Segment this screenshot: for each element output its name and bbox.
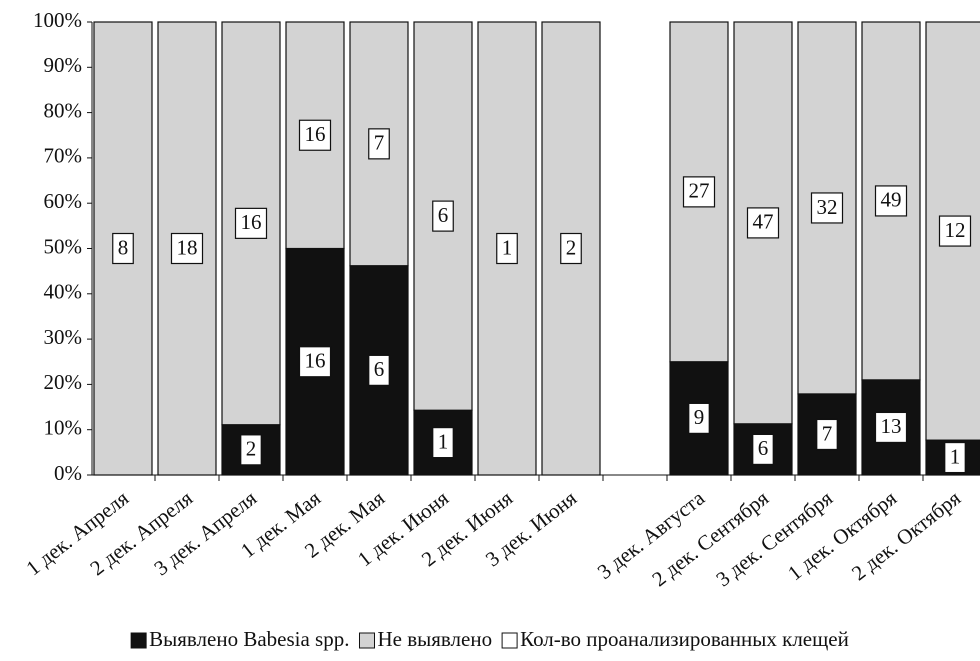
count-label-text: 6 (758, 436, 769, 460)
count-label: 6 (368, 354, 390, 386)
legend-label: Не выявлено (377, 627, 492, 651)
count-label-box (688, 402, 710, 434)
count-label-box (874, 411, 908, 444)
count-label: 1 (432, 427, 454, 459)
count-label-text: 12 (945, 218, 966, 242)
count-label-text: 18 (177, 235, 198, 259)
count-label: 2 (560, 232, 582, 265)
y-tick-label: 30% (44, 325, 83, 349)
y-tick-label: 50% (44, 234, 83, 258)
count-label-box (298, 119, 332, 151)
count-label-text: 9 (694, 405, 705, 429)
y-tick-label: 70% (44, 144, 83, 168)
count-label: 27 (682, 176, 716, 208)
bar-segment (797, 393, 857, 476)
count-label-text: 1 (950, 444, 961, 468)
count-label: 6 (432, 200, 454, 232)
count-label: 47 (746, 207, 780, 239)
count-label: 32 (810, 192, 844, 224)
count-label: 1 (496, 232, 518, 265)
count-label-text: 16 (305, 122, 326, 146)
count-label: 12 (938, 215, 972, 247)
count-label: 1 (944, 441, 966, 474)
y-tick-label: 20% (44, 370, 83, 394)
legend-label: Кол-во проанализированных клещей (520, 627, 849, 651)
x-tick-label: 1 дек. Октября (783, 486, 901, 586)
y-tick-label: 80% (44, 98, 83, 122)
count-label-box (816, 418, 838, 451)
count-label-text: 1 (438, 429, 449, 453)
y-tick-label: 60% (44, 189, 83, 213)
count-label-text: 27 (689, 179, 710, 203)
count-label-box (752, 433, 774, 466)
count-label-text: 32 (817, 195, 838, 219)
count-label: 6 (752, 433, 774, 466)
count-label: 16 (298, 119, 332, 151)
count-label-box (298, 346, 332, 378)
count-label-box (682, 176, 716, 208)
count-label-text: 2 (246, 437, 257, 461)
count-label-text: 2 (566, 235, 577, 259)
count-label-box (112, 232, 134, 265)
count-label-text: 7 (374, 131, 385, 155)
count-label-text: 16 (241, 210, 262, 234)
count-label-box (368, 128, 390, 160)
y-tick-label: 10% (44, 416, 83, 440)
count-label-box (234, 207, 268, 239)
count-label: 7 (368, 128, 390, 160)
count-label-text: 16 (305, 349, 326, 373)
y-tick-label: 40% (44, 280, 83, 304)
count-label: 9 (688, 402, 710, 434)
count-label: 16 (234, 207, 268, 239)
count-label: 7 (816, 418, 838, 451)
count-label-box (170, 232, 204, 265)
count-label-text: 8 (118, 235, 129, 259)
legend-label: Выявлено Babesia spp. (149, 627, 349, 651)
count-label: 8 (112, 232, 134, 265)
count-label-text: 13 (881, 414, 902, 438)
count-label-text: 6 (438, 203, 449, 227)
count-label: 49 (874, 185, 908, 217)
legend-swatch (358, 632, 375, 649)
x-tick-label: 2 дек. Октября (847, 486, 965, 586)
count-label-text: 47 (753, 210, 774, 234)
count-label-text: 1 (502, 235, 513, 259)
count-label-box (432, 200, 454, 232)
count-label-text: 7 (822, 421, 833, 445)
count-label: 18 (170, 232, 204, 265)
count-label: 16 (298, 346, 332, 378)
count-label-box (944, 441, 966, 474)
y-tick-label: 90% (44, 53, 83, 77)
count-label-box (938, 215, 972, 247)
y-tick-label: 100% (33, 8, 82, 32)
count-label-text: 49 (881, 188, 902, 212)
count-label-box (746, 207, 780, 239)
y-tick-label: 0% (54, 461, 82, 485)
count-label-box (432, 427, 454, 459)
count-label-text: 6 (374, 357, 385, 381)
legend: Выявлено Babesia spp. Не выявлено Кол-во п… (130, 627, 849, 651)
count-label-box (240, 434, 262, 466)
count-label: 13 (874, 411, 908, 444)
count-label-box (368, 354, 390, 386)
count-label-box (874, 185, 908, 217)
count-label-box (810, 192, 844, 224)
count-label-box (560, 232, 582, 265)
legend-swatch (130, 632, 147, 649)
count-label-box (496, 232, 518, 265)
legend-swatch (501, 632, 518, 649)
count-label: 2 (240, 434, 262, 466)
